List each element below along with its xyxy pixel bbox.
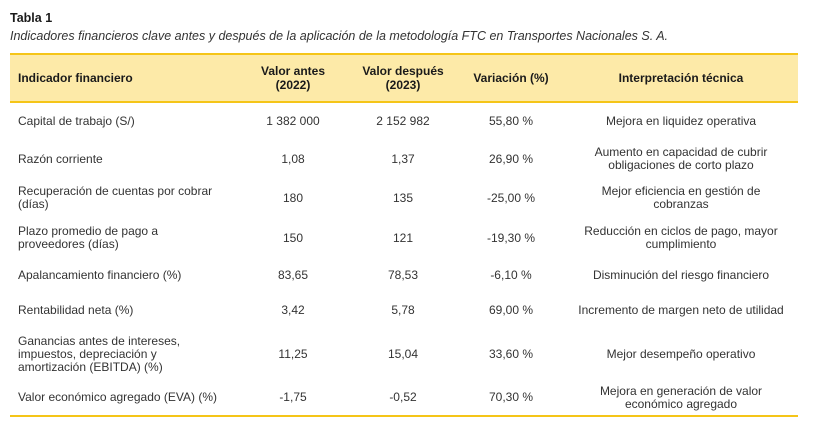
cell-variation: 55,80 % [488,114,534,128]
header-value-after-line: Valor después (2023) [362,64,444,92]
header-interpretation: Interpretación técnica [564,53,798,103]
cell-value-before: 1,08 [281,151,305,166]
cell-variation: -6,10 % [490,267,532,282]
cell-variation: -25,00 % [486,190,536,205]
table-row: Rentabilidad neta (%) 3,42 5,78 69,00 % Incr… [10,292,798,328]
cell-indicator: Valor económico agregado (EVA) (%) [10,380,238,417]
table-row: Recuperación de cuentas por cobrar (días… [10,178,798,218]
cell-value-after: -0,52 [348,380,458,417]
cell-variation: 26,90 % [488,151,534,166]
cell-interpretation: Aumento en capacidad de cubrir obligacio… [594,145,768,172]
table-row: Apalancamiento financiero (%) 83,65 78,53 -… [10,258,798,292]
cell-value-before: 11,25 [278,346,308,361]
cell-value-after: 121 [392,230,414,245]
cell-indicator: Apalancamiento financiero (%) [18,267,182,282]
table-body: Capital de trabajo (S/) 1 382 000 2 152 98… [10,102,798,417]
cell-interpretation: Mejor desempeño operativo [606,346,756,361]
header-value-before: Valor antes (2022) [238,53,348,103]
cell-interpretation: Disminución del riesgo financiero [592,267,770,282]
table-title: Indicadores financieros clave antes y de… [10,29,669,43]
header-value-after: Valor después (2023) [348,53,458,103]
table-header-row: Indicador financiero Valor antes (2022) Va… [10,53,798,103]
header-indicator: Indicador financiero [10,53,238,103]
header-variation: Variación (%) [458,53,564,103]
cell-value-before: -1,75 [238,380,348,417]
cell-variation: 33,60 % [488,346,534,361]
cell-variation: 70,30 % [458,380,564,417]
cell-indicator: Recuperación de cuentas por cobrar (días… [18,184,213,211]
cell-value-before: 180 [282,190,304,205]
table-row: Valor económico agregado (EVA) (%) -1,75-… [10,380,798,417]
header-indicator-line: Indicador financiero [18,71,133,85]
cell-interpretation: Incremento de margen neto de utilidad [578,302,784,317]
cell-interpretation: Reducción en ciclos de pago, mayor cumpl… [584,224,778,251]
table-row: Ganancias antes de intereses, impuestos,… [10,328,798,380]
cell-indicator: Plazo promedio de pago a proveedores (dí… [18,224,159,251]
table-caption: Tabla 1 Indicadores financieros clave an… [10,10,668,44]
cell-value-after: 2 152 982 [376,114,430,128]
cell-variation: -19,30 % [486,230,536,245]
cell-value-before: 3,42 [281,302,305,317]
cell-value-after: 135 [392,190,414,205]
cell-value-before: 1 382 000 [266,114,320,128]
cell-indicator: Razón corriente [18,151,103,166]
cell-value-before: 150 [282,230,304,245]
cell-value-after: 1,37 [391,151,415,166]
cell-value-after: 15,04 [387,346,419,361]
cell-interpretation: Mejor eficiencia en gestión de cobranzas [601,184,761,211]
cell-value-before: 83,65 [277,267,309,282]
table-row: Razón corriente 1,08 1,37 26,90 % Aumento en… [10,140,798,178]
cell-value-after: 5,78 [391,302,415,317]
table-number: Tabla 1 [10,11,53,25]
cell-interpretation: Mejora en liquidez operativa [605,114,757,128]
table-row: Capital de trabajo (S/) 1 382 000 2 152 98… [10,102,798,140]
header-interpretation-line: Interpretación técnica [618,71,744,85]
table-row: Plazo promedio de pago a proveedores (dí… [10,218,798,258]
cell-interpretation: Mejora en generación de valor económico … [564,380,798,417]
financial-indicators-table: Indicador financiero Valor antes (2022) Va… [10,53,798,417]
header-variation-line: Variación (%) [473,71,549,85]
cell-indicator: Ganancias antes de intereses, impuestos,… [18,333,181,374]
cell-value-after: 78,53 [387,267,419,282]
cell-indicator: Rentabilidad neta (%) [18,302,134,317]
cell-indicator: Capital de trabajo (S/) [18,114,135,128]
cell-variation: 69,00 % [488,302,534,317]
header-value-before-line: Valor antes (2022) [260,64,326,92]
